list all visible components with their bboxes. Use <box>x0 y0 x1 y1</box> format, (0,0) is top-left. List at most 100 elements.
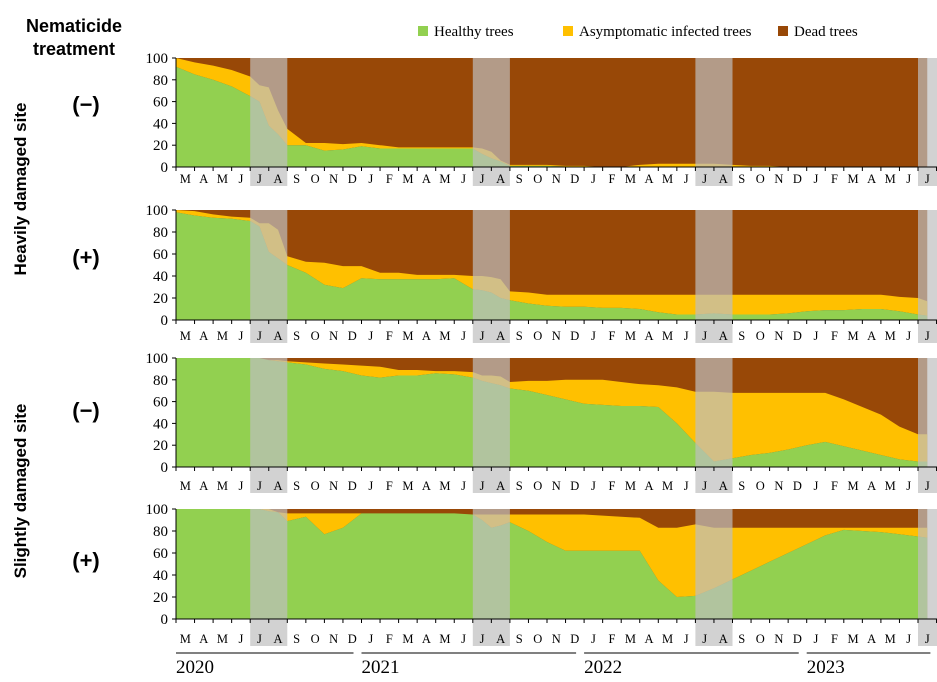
month-label: O <box>311 632 320 646</box>
month-label: J <box>591 329 596 343</box>
month-label: J <box>906 329 911 343</box>
legend-swatch-2 <box>563 26 573 36</box>
month-label: J <box>257 479 262 493</box>
month-label: J <box>906 479 911 493</box>
month-label: M <box>217 172 228 186</box>
month-label: S <box>293 479 300 493</box>
y-tick-label-0: 0 <box>161 160 169 176</box>
month-label: M <box>885 329 896 343</box>
y-tick-label-80: 80 <box>153 524 168 540</box>
y-tick-label-80: 80 <box>153 373 168 389</box>
month-label: J <box>461 479 466 493</box>
month-label: A <box>645 632 654 646</box>
y-tick-label-60: 60 <box>153 546 168 562</box>
month-label: A <box>867 479 876 493</box>
summer-band-4 <box>918 58 937 186</box>
year-label-2022: 2022 <box>584 657 622 677</box>
area-asymptomatic-trees <box>176 358 928 462</box>
month-label: M <box>180 479 191 493</box>
y-tick-label-100: 100 <box>146 502 169 518</box>
month-label: J <box>814 329 819 343</box>
y-tick-label-0: 0 <box>161 313 169 329</box>
summer-band-3 <box>695 509 733 646</box>
month-label: M <box>848 172 859 186</box>
month-label: A <box>199 479 208 493</box>
y-tick-label-20: 20 <box>153 590 168 606</box>
month-label: O <box>756 479 765 493</box>
month-label: J <box>925 329 930 343</box>
month-label: M <box>848 479 859 493</box>
y-tick-label-40: 40 <box>153 416 168 432</box>
month-label: A <box>199 329 208 343</box>
month-label: J <box>925 172 930 186</box>
y-tick-label-60: 60 <box>153 395 168 411</box>
month-label: F <box>386 479 393 493</box>
month-label: S <box>516 632 523 646</box>
month-label: M <box>625 479 636 493</box>
month-label: J <box>906 632 911 646</box>
month-label: F <box>608 632 615 646</box>
month-label: J <box>702 479 707 493</box>
month-label: N <box>774 632 783 646</box>
y-tick-label-80: 80 <box>153 73 168 89</box>
month-label: D <box>348 329 357 343</box>
month-label: J <box>461 172 466 186</box>
y-tick-label-100: 100 <box>146 51 169 67</box>
month-label: S <box>738 172 745 186</box>
month-label: A <box>719 632 728 646</box>
month-label: A <box>422 632 431 646</box>
month-label: S <box>738 632 745 646</box>
treatment-label-4: (+) <box>72 548 100 573</box>
month-label: J <box>368 632 373 646</box>
month-label: S <box>738 329 745 343</box>
month-label: J <box>591 632 596 646</box>
y-tick-label-80: 80 <box>153 225 168 241</box>
month-label: D <box>570 632 579 646</box>
title-line1: Nematicide <box>26 16 122 36</box>
y-tick-label-0: 0 <box>161 612 169 628</box>
month-label: M <box>217 479 228 493</box>
y-tick-label-100: 100 <box>146 203 169 219</box>
summer-band-3 <box>695 58 733 186</box>
month-label: M <box>885 172 896 186</box>
month-label: N <box>329 632 338 646</box>
month-label: N <box>329 172 338 186</box>
month-label: J <box>480 172 485 186</box>
month-label: M <box>662 329 673 343</box>
month-label: M <box>625 172 636 186</box>
month-label: O <box>533 632 542 646</box>
month-label: N <box>552 172 561 186</box>
month-label: O <box>533 172 542 186</box>
month-label: M <box>625 632 636 646</box>
month-label: S <box>738 479 745 493</box>
month-label: O <box>756 632 765 646</box>
month-label: J <box>591 479 596 493</box>
month-label: D <box>348 479 357 493</box>
month-label: A <box>645 479 654 493</box>
month-label: F <box>831 479 838 493</box>
month-label: M <box>439 479 450 493</box>
month-label: D <box>793 632 802 646</box>
y-tick-label-60: 60 <box>153 247 168 263</box>
month-label: O <box>756 172 765 186</box>
y-tick-label-20: 20 <box>153 138 168 154</box>
month-label: M <box>439 632 450 646</box>
month-label: A <box>496 632 505 646</box>
month-label: F <box>386 632 393 646</box>
month-label: D <box>348 172 357 186</box>
month-label: A <box>496 329 505 343</box>
legend-swatch-1 <box>418 26 428 36</box>
month-label: O <box>533 329 542 343</box>
area-asymptomatic-trees <box>176 509 928 597</box>
month-label: A <box>645 329 654 343</box>
month-label: J <box>480 329 485 343</box>
month-label: N <box>552 632 561 646</box>
summer-band-1 <box>250 509 288 646</box>
month-label: A <box>274 632 283 646</box>
legend-label-3: Dead trees <box>794 24 858 40</box>
month-label: J <box>684 329 689 343</box>
